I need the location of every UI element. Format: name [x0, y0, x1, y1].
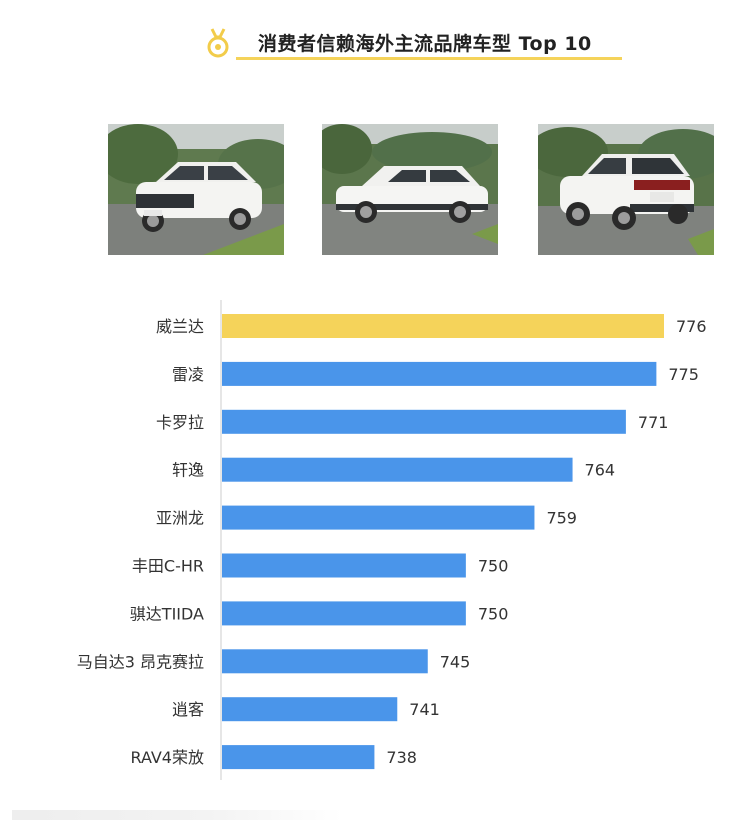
bar: [222, 553, 466, 578]
title-underline: [236, 57, 622, 60]
bar: [222, 697, 398, 722]
car-photo-strip: [0, 124, 744, 256]
value-label: 775: [668, 365, 699, 384]
bar: [222, 457, 573, 482]
bar: [222, 745, 375, 770]
category-label: 雷凌: [172, 365, 204, 384]
bar-highlighted: [222, 314, 664, 338]
value-label: 750: [478, 604, 509, 623]
page-title: 消费者信赖海外主流品牌车型 Top 10: [258, 33, 592, 55]
chart-header: 消费者信赖海外主流品牌车型 Top 10: [0, 22, 744, 62]
category-label: 逍客: [172, 700, 204, 719]
bar-chart: 威兰达 776 雷凌 775 卡罗拉 771 轩逸 764 亚洲龙 759 丰田C-HR 750 骐达T…: [0, 300, 744, 790]
value-label: 759: [546, 509, 577, 528]
value-label: 741: [409, 700, 440, 719]
category-label: 丰田C-HR: [132, 557, 204, 576]
category-label: 威兰达: [156, 317, 204, 336]
value-label: 764: [585, 461, 616, 480]
category-label: 马自达3 昂克赛拉: [77, 652, 204, 671]
value-label: 738: [386, 748, 417, 767]
car-photo-front: [108, 124, 284, 255]
category-label: 轩逸: [172, 461, 204, 480]
medal-icon: [207, 28, 229, 58]
category-label: 卡罗拉: [156, 413, 204, 432]
car-photo-rear: [538, 124, 714, 255]
value-label: 745: [440, 652, 471, 671]
bar-chart-svg: 威兰达 776 雷凌 775 卡罗拉 771 轩逸 764 亚洲龙 759 丰田C-HR 750 骐达T…: [77, 300, 707, 780]
car-photo-side: [322, 124, 498, 255]
bar: [222, 505, 535, 530]
value-label: 776: [676, 317, 707, 336]
value-label: 771: [638, 413, 669, 432]
category-label: 骐达TIIDA: [130, 604, 204, 623]
category-label: RAV4荣放: [130, 748, 204, 767]
value-label: 750: [478, 557, 509, 576]
category-label: 亚洲龙: [156, 509, 204, 528]
bar: [222, 361, 657, 386]
bar: [222, 409, 626, 434]
footer-source-note: [12, 810, 342, 820]
bar: [222, 601, 466, 626]
bar: [222, 649, 428, 674]
